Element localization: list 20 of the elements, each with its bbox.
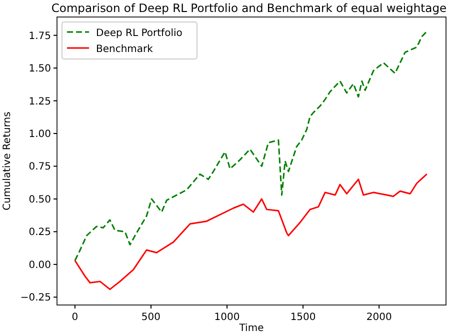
x-tick-label: 1500 bbox=[290, 312, 316, 323]
y-tick-label: 1.50 bbox=[28, 64, 51, 75]
y-tick-label: 0.00 bbox=[28, 260, 51, 271]
y-tick-label: 1.00 bbox=[28, 129, 51, 140]
x-tick-label: 0 bbox=[72, 312, 78, 323]
line-series bbox=[74, 173, 428, 290]
x-axis-title: Time bbox=[238, 323, 264, 334]
y-axis-title: Cumulative Returns bbox=[2, 112, 13, 210]
y-tick-label: −0.25 bbox=[20, 292, 51, 304]
chart-title: Comparison of Deep RL Portfolio and Benchmark of equal weightage bbox=[51, 1, 447, 15]
y-tick-label: 0.75 bbox=[28, 162, 51, 173]
y-tick-label: 0.50 bbox=[28, 194, 51, 206]
legend-label: Benchmark bbox=[96, 44, 154, 55]
y-tick-label: 1.25 bbox=[28, 96, 51, 108]
x-tick-label: 1000 bbox=[214, 312, 240, 323]
x-tick-label: 500 bbox=[141, 312, 161, 323]
legend-label: Deep RL Portfolio bbox=[96, 28, 182, 39]
y-tick-label: 1.75 bbox=[28, 30, 51, 42]
x-tick-label: 2000 bbox=[366, 312, 392, 323]
y-tick-label: 0.25 bbox=[28, 227, 51, 238]
